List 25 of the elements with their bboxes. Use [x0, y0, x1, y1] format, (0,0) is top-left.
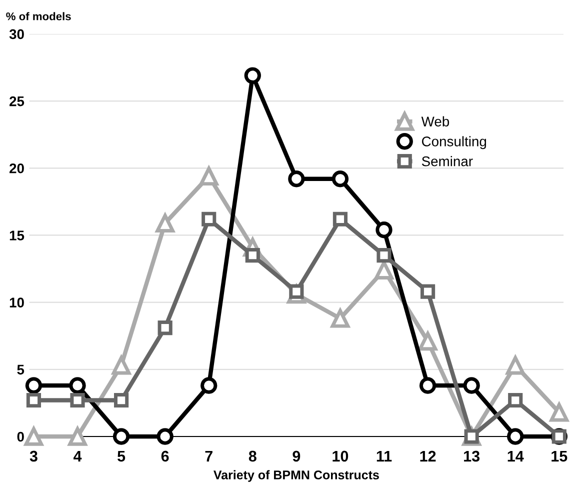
y-axis-title: % of models [6, 12, 71, 20]
legend-label: Web [421, 116, 450, 126]
x-tick-label: 8 [248, 450, 256, 462]
x-tick-label: 15 [552, 450, 568, 462]
x-tick-label: 4 [73, 450, 82, 462]
y-tick-label: 25 [10, 96, 24, 106]
y-tick-label: 5 [17, 364, 24, 375]
x-tick-label: 6 [161, 450, 169, 462]
x-tick-label: 3 [30, 450, 38, 462]
y-tick-label: 0 [17, 432, 24, 442]
legend-label: Consulting [422, 136, 486, 150]
x-tick-label: 9 [292, 450, 300, 462]
y-tick-label: 10 [10, 298, 24, 308]
y-tick-label: 30 [9, 29, 24, 40]
x-tick-label: 13 [464, 450, 480, 462]
y-tick-label: 20 [10, 163, 24, 174]
x-tick-label: 14 [508, 450, 524, 462]
x-tick-label: 10 [332, 450, 348, 462]
x-tick-label: 7 [205, 450, 212, 462]
x-tick-label: 11 [376, 450, 392, 462]
x-tick-label: 5 [118, 450, 126, 462]
y-tick-label: 15 [10, 230, 24, 240]
x-tick-label: 12 [420, 450, 436, 462]
legend-label: Seminar [422, 156, 473, 166]
x-axis-title: Variety of BPMN Constructs [214, 470, 379, 482]
